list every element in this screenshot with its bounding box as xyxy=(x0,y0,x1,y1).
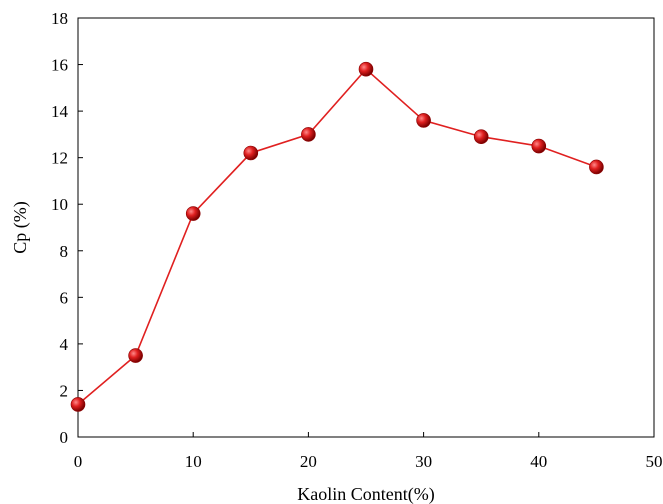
data-point xyxy=(70,397,86,412)
y-tick-label: 4 xyxy=(60,335,69,354)
data-point xyxy=(358,61,374,77)
y-tick-label: 2 xyxy=(60,381,69,400)
y-tick-label: 6 xyxy=(60,288,69,307)
y-tick-label: 16 xyxy=(51,56,68,75)
y-tick-label: 10 xyxy=(51,195,68,214)
data-point xyxy=(416,113,431,128)
x-tick-label: 20 xyxy=(300,452,317,471)
x-tick-label: 30 xyxy=(415,452,432,471)
y-tick-label: 8 xyxy=(60,242,69,261)
data-point xyxy=(531,138,547,154)
data-point xyxy=(301,127,316,142)
data-point xyxy=(243,145,259,161)
x-tick-label: 40 xyxy=(530,452,547,471)
y-tick-label: 0 xyxy=(60,428,69,447)
data-point xyxy=(473,129,489,145)
data-point xyxy=(185,206,201,221)
data-point xyxy=(589,159,604,175)
y-tick-label: 14 xyxy=(51,102,69,121)
plot-border xyxy=(77,17,655,438)
x-axis-ticks: 0 10 20 30 40 50 xyxy=(74,432,663,471)
x-axis-title: Kaolin Content(%) xyxy=(297,484,434,504)
y-tick-label: 18 xyxy=(51,9,68,28)
x-tick-label: 0 xyxy=(74,452,83,471)
series-layer xyxy=(70,61,604,412)
data-point xyxy=(128,348,143,363)
x-tick-label: 10 xyxy=(185,452,202,471)
y-tick-label: 12 xyxy=(51,149,68,168)
y-axis-ticks: 0 2 4 6 8 10 12 14 16 18 xyxy=(51,9,83,447)
series-line xyxy=(77,68,597,406)
plot-frame xyxy=(77,17,655,438)
x-tick-label: 50 xyxy=(646,452,663,471)
y-axis-title: Cp (%) xyxy=(10,201,31,254)
